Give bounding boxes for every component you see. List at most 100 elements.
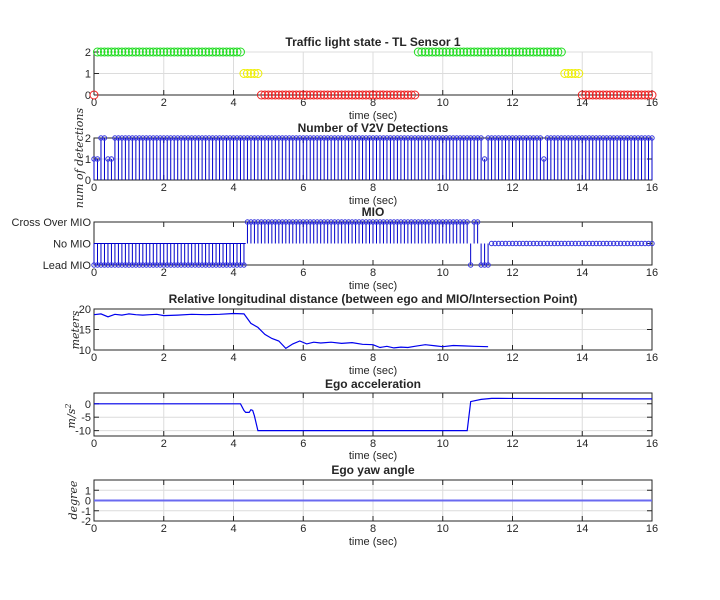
traffic-light-marker-green [96,47,106,57]
mio-stem-marker [206,262,212,268]
v2v-stem-marker [307,135,313,141]
mio-stem-marker [530,240,537,247]
mio-stem-marker [373,219,380,225]
mio-stem-marker [108,262,115,268]
mio-stem-marker [537,240,544,247]
v2v-stem-marker [185,135,191,141]
traffic-light-plot: Traffic light state - TL Sensor 1 time (… [85,35,658,122]
v2v-stem-marker [516,135,523,141]
v2v-stem-marker [349,135,355,141]
traffic-light-marker-red [288,90,298,100]
mio-stem-marker [328,219,334,225]
traffic-light-marker-red [277,90,287,100]
v2v-stem-marker [405,135,411,141]
mio-stem-marker [502,240,509,247]
mio-stem-marker [576,240,582,247]
mio-stem-marker [140,262,146,268]
traffic-light-marker-green [215,47,225,57]
traffic-light-marker-green [504,47,514,57]
mio-stem-marker [237,262,244,268]
accel-xtick-label: 0 [91,438,97,450]
v2v-stem-marker [161,135,167,141]
traffic-light-marker-red [382,90,392,100]
distance-xlabel: time (sec) [349,365,397,377]
mio-stem-marker [262,219,268,225]
v2v-stem-marker [345,135,352,141]
v2v-stem-marker [370,135,376,141]
traffic-light-marker-yellow [246,69,256,78]
v2v-stem-marker [230,135,237,141]
traffic-light-marker-red [344,90,354,100]
mio-stem-marker [324,219,331,225]
v2v-stem-marker [304,135,310,141]
traffic-light-marker-green [525,47,535,57]
traffic-light-marker-red [371,90,381,100]
v2v-stem-marker [607,135,613,141]
v2v-stem-marker [175,135,181,141]
accel-xtick-label: 8 [370,438,376,450]
v2v-stem-marker [244,135,251,141]
traffic-light-marker-green [225,47,235,57]
traffic-light-marker-green [138,47,148,57]
distance-ylabel: meters [69,310,82,349]
mio-stem-marker [255,219,261,225]
v2v-stem-marker [206,135,212,141]
mio-stem-marker [283,219,289,225]
traffic-light-marker-green [413,47,423,57]
acceleration-ylabel-superscript: 2 [64,404,73,410]
traffic-light-marker-red [347,90,357,100]
v2v-stem-marker [565,135,571,141]
distance-xtick-label: 14 [576,352,588,364]
v2v-stem-marker [450,135,456,141]
v2v-stem-marker [213,135,219,141]
traffic-light-xtick-label: 0 [91,97,97,109]
mio-stem-marker [366,219,373,225]
yaw-xtick-label: 0 [91,523,97,535]
traffic-light-marker-green [455,47,465,57]
v2v-stem-marker [300,135,306,141]
traffic-light-title: Traffic light state - TL Sensor 1 [285,35,460,49]
mio-stem-marker [157,262,163,268]
v2v-stem-marker [251,135,258,141]
traffic-light-marker-green [427,47,437,57]
mio-stem-marker [290,219,296,225]
traffic-light-marker-red [361,90,371,100]
mio-stem-marker [544,240,551,247]
traffic-light-marker-green [222,47,232,57]
mio-xtick-label: 14 [576,267,588,279]
traffic-light-marker-green [518,47,528,57]
mio-stem-marker [635,240,641,247]
yaw-xtick-label: 10 [437,523,449,535]
v2v-stem-marker [335,135,341,141]
v2v-stem-marker [569,135,575,141]
v2v-stem-marker [136,135,143,141]
mio-stem-marker [384,219,390,225]
traffic-light-marker-green [441,47,451,57]
mio-stem-marker [450,219,456,225]
mio-stem-marker [495,240,502,247]
mio-stem-marker [304,219,310,225]
v2v-detections-plot: Number of V2V Detections time (sec) num … [73,108,658,209]
v2v-stem-marker [265,135,272,141]
traffic-light-xtick-label: 12 [506,97,518,109]
traffic-light-marker-red [354,90,364,100]
mio-stem-marker [631,240,638,247]
mio-stem-marker [178,262,184,268]
traffic-light-marker-red [410,90,420,100]
v2v-stem-marker [495,135,502,141]
mio-stem-marker [579,240,585,247]
mio-stem-marker [610,240,617,247]
traffic-light-marker-green [532,47,542,57]
v2v-xtick-label: 4 [230,182,236,194]
v2v-stem-marker [422,135,429,141]
traffic-light-marker-red [584,90,594,100]
mio-xtick-label: 2 [161,267,167,279]
traffic-light-marker-red [640,90,650,100]
mio-stem-marker [628,240,634,247]
traffic-light-series-yellow [239,69,584,78]
v2v-xtick-label: 14 [576,182,588,194]
traffic-light-marker-green [99,47,109,57]
v2v-stem-marker [94,156,101,162]
traffic-light-marker-red [309,90,319,100]
